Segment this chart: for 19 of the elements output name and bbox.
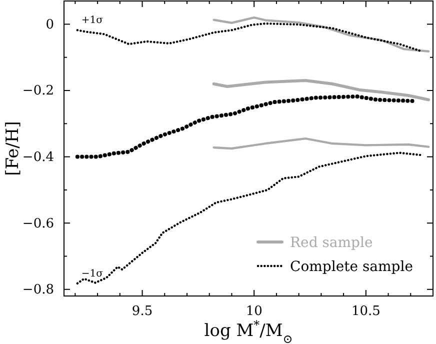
legend-label: Red sample: [290, 235, 373, 251]
x-tick-label: 9.5: [132, 304, 153, 320]
line-series: [212, 16, 430, 52]
line-series: [76, 22, 423, 52]
y-tick-label: −0.8: [22, 282, 54, 298]
annotation: +1σ: [81, 15, 104, 26]
line-series: [76, 152, 423, 285]
x-axis-title: log M$^{*}$/M$_{⊙}$: [204, 318, 293, 344]
line-series: [212, 137, 430, 150]
annotation: −1σ: [81, 268, 104, 280]
y-axis-title: [Fe/H]: [3, 121, 23, 176]
line-series: [212, 79, 430, 102]
y-tick-label: −0.4: [22, 150, 54, 165]
legend-label: Complete sample: [290, 259, 414, 275]
y-tick-label: −0.2: [22, 84, 54, 99]
y-tick-label: 0: [46, 17, 54, 32]
x-tick-label: 10.5: [351, 304, 380, 320]
y-tick-label: −0.6: [22, 216, 54, 232]
x-tick-label: 10: [246, 304, 262, 320]
